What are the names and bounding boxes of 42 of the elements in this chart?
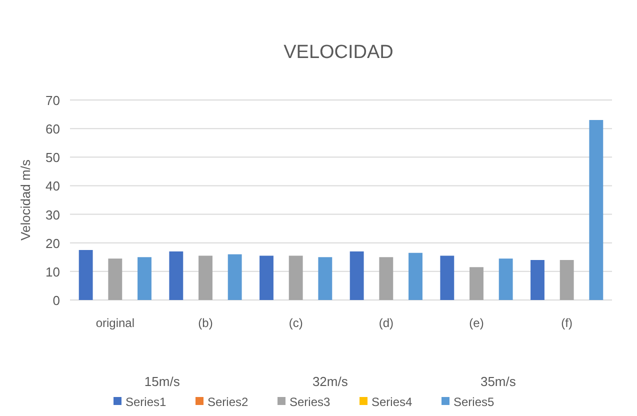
- bar: [498, 258, 513, 300]
- bar: [408, 252, 422, 300]
- x-tick-label: (c): [288, 316, 303, 330]
- bar: [198, 256, 212, 300]
- bar: [138, 257, 152, 300]
- bar: [589, 120, 604, 300]
- bar: [530, 260, 544, 300]
- legend-label: Series1: [126, 395, 167, 409]
- y-tick-label: 0: [52, 293, 60, 308]
- y-axis-title: Velocidad m/s: [18, 159, 33, 240]
- y-tick-label: 50: [46, 150, 60, 166]
- legend-label: Series5: [454, 395, 495, 409]
- chart-title: VELOCIDAD: [284, 42, 394, 63]
- bar: [440, 256, 454, 300]
- x-tick-label: (e): [469, 316, 484, 330]
- x-tick-label: original: [96, 316, 135, 330]
- bar: [560, 260, 574, 300]
- bar: [260, 256, 274, 300]
- y-tick-label: 60: [46, 122, 60, 137]
- bar: [350, 251, 364, 300]
- bar: [379, 257, 394, 300]
- x-tick-label: (d): [378, 316, 394, 330]
- y-tick-label: 70: [46, 93, 60, 108]
- text: 32m/s: [312, 374, 348, 389]
- y-tick-label: 30: [46, 207, 60, 222]
- bar: [318, 257, 332, 300]
- text: 15m/s: [144, 374, 180, 389]
- bar: [108, 258, 122, 300]
- legend-label: Series4: [372, 395, 413, 409]
- x-tick-label: (b): [198, 316, 213, 330]
- bar: [78, 250, 93, 300]
- y-tick-label: 40: [46, 178, 60, 194]
- y-tick-label: 10: [46, 264, 60, 280]
- x-tick-label: (f): [561, 316, 572, 330]
- bar: [228, 254, 242, 300]
- bar: [169, 251, 184, 300]
- bar: [288, 256, 303, 300]
- legend-label: Series3: [290, 395, 331, 409]
- y-tick-label: 20: [46, 236, 60, 251]
- legend-label: Series2: [208, 395, 249, 409]
- bar: [470, 267, 484, 300]
- text: 35m/s: [480, 374, 516, 389]
